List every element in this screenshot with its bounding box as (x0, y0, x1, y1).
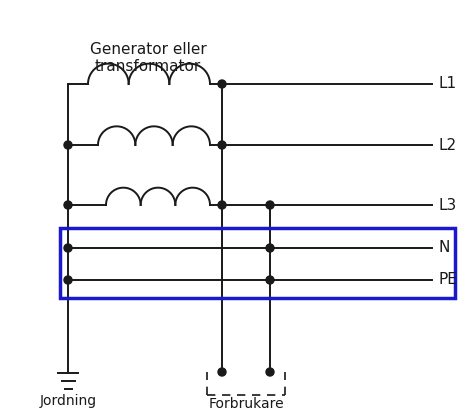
Text: Generator eller
transformator: Generator eller transformator (90, 42, 206, 74)
Circle shape (266, 244, 274, 252)
Circle shape (266, 368, 274, 376)
Circle shape (64, 276, 72, 284)
Circle shape (266, 201, 274, 209)
Text: L1: L1 (438, 76, 456, 92)
Text: PE: PE (438, 273, 457, 288)
Circle shape (218, 201, 226, 209)
Circle shape (218, 80, 226, 88)
Circle shape (266, 276, 274, 284)
Circle shape (64, 201, 72, 209)
Text: Forbrukare: Forbrukare (208, 397, 284, 411)
Circle shape (218, 368, 226, 376)
Text: Jordning: Jordning (40, 394, 97, 408)
Circle shape (64, 244, 72, 252)
Bar (60, 228, 455, 298)
Text: L2: L2 (438, 138, 456, 153)
Text: N: N (438, 240, 449, 255)
Circle shape (64, 141, 72, 149)
Circle shape (218, 141, 226, 149)
Text: L3: L3 (438, 197, 456, 212)
